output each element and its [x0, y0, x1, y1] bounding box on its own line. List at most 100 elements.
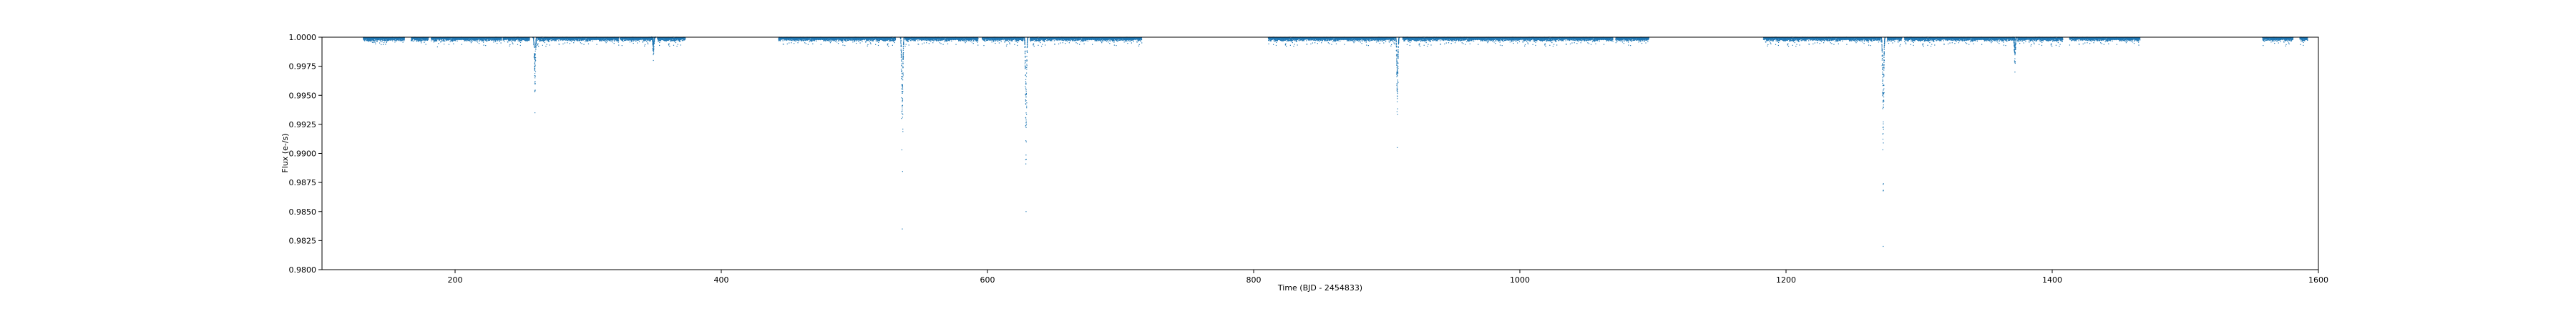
flux-point — [428, 39, 429, 40]
flux-point — [383, 44, 384, 45]
flux-point — [374, 42, 375, 43]
flux-point — [398, 40, 399, 41]
flux-point — [614, 43, 615, 44]
flux-point — [638, 39, 639, 40]
flux-point — [383, 40, 384, 41]
flux-point — [493, 41, 494, 42]
flux-point — [386, 41, 387, 42]
flux-point — [622, 45, 623, 46]
flux-point — [520, 42, 521, 43]
flux-point — [483, 45, 484, 46]
flux-point — [641, 39, 642, 40]
flux-point — [518, 40, 519, 41]
flux-point — [485, 45, 486, 46]
flux-point — [438, 43, 439, 44]
flux-point — [477, 39, 478, 40]
flux-point — [555, 39, 556, 40]
flux-point — [607, 41, 608, 42]
flux-point — [440, 41, 441, 42]
flux-point — [659, 45, 660, 46]
flux-point — [437, 46, 438, 47]
flux-point — [573, 42, 574, 43]
flux-point — [382, 40, 383, 41]
flux-point — [495, 41, 496, 42]
flux-point — [372, 42, 373, 43]
flux-point — [373, 42, 374, 43]
flux-point — [645, 40, 646, 41]
flux-point — [634, 39, 635, 40]
flux-point — [421, 40, 422, 41]
flux-point — [537, 44, 538, 45]
flux-point — [510, 40, 511, 41]
flux-point — [381, 41, 382, 42]
flux-point — [412, 39, 413, 40]
flux-point — [540, 39, 541, 40]
flux-point — [672, 40, 673, 41]
flux-point — [364, 39, 365, 40]
data-points — [363, 36, 2308, 247]
flux-point — [537, 40, 538, 41]
flux-point — [477, 41, 478, 42]
flux-point — [675, 42, 676, 43]
flux-point — [513, 40, 514, 41]
flux-point — [501, 40, 502, 41]
flux-point — [376, 41, 377, 42]
flux-point — [520, 45, 521, 46]
flux-point — [453, 40, 454, 41]
flux-point — [450, 41, 451, 42]
flux-point — [551, 40, 552, 41]
flux-point — [580, 42, 581, 43]
flux-point — [512, 42, 513, 43]
flux-point — [583, 44, 584, 45]
flux-point — [637, 42, 638, 43]
flux-point — [439, 39, 440, 40]
flux-point — [433, 41, 434, 42]
flux-point — [558, 40, 559, 41]
flux-point — [618, 38, 619, 39]
flux-point — [471, 42, 472, 43]
flux-point — [637, 40, 638, 41]
flux-point — [379, 42, 380, 43]
flux-point — [466, 40, 467, 41]
flux-point — [543, 41, 544, 42]
flux-point — [556, 40, 557, 41]
flux-point — [668, 40, 669, 41]
flux-point — [507, 41, 508, 42]
flux-point — [503, 39, 504, 40]
flux-point — [596, 44, 597, 45]
flux-point — [368, 41, 369, 42]
flux-point — [483, 41, 484, 42]
flux-point — [612, 40, 613, 41]
flux-point — [625, 40, 626, 41]
flux-point — [392, 40, 393, 41]
flux-point — [668, 44, 669, 45]
flux-point — [660, 40, 661, 41]
flux-point — [434, 41, 435, 42]
flux-point — [618, 45, 619, 46]
flux-point — [489, 40, 490, 41]
flux-point — [541, 40, 542, 41]
flux-point — [483, 40, 484, 41]
flux-point — [404, 39, 405, 40]
flux-point — [653, 38, 654, 39]
flux-point — [403, 41, 404, 42]
flux-point — [673, 45, 674, 46]
flux-point — [672, 39, 673, 40]
flux-point — [380, 39, 381, 40]
flux-point — [542, 45, 543, 46]
flux-point — [501, 38, 502, 39]
flux-point — [509, 44, 510, 45]
flux-point — [394, 40, 395, 41]
flux-point — [455, 40, 456, 41]
flux-point — [565, 40, 566, 41]
flux-point — [497, 39, 498, 40]
flux-point — [590, 40, 591, 41]
flux-point — [371, 39, 372, 40]
flux-point — [601, 40, 602, 41]
flux-point — [618, 40, 619, 41]
flux-point — [633, 43, 634, 44]
flux-point — [647, 42, 648, 43]
flux-point — [517, 44, 518, 45]
